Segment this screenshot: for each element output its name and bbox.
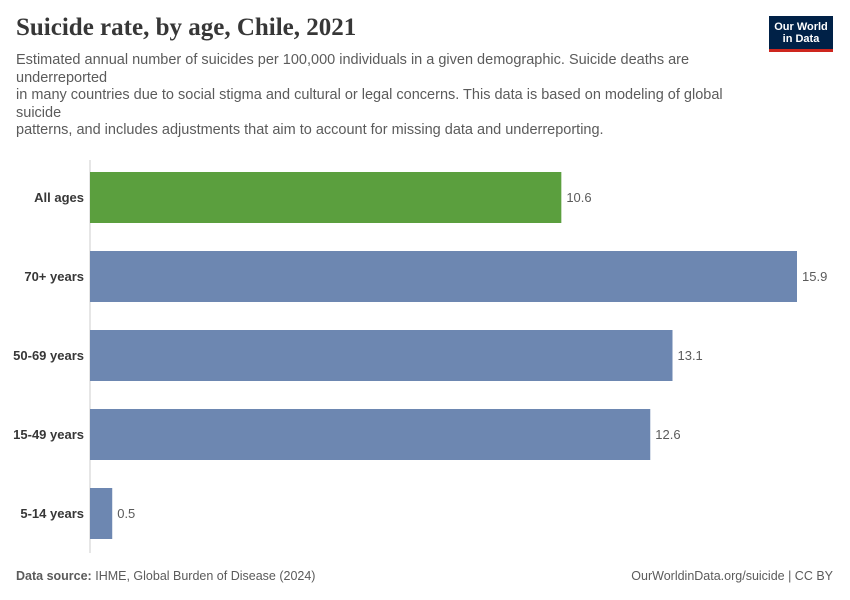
category-label: 5-14 years xyxy=(20,506,84,521)
value-label: 15.9 xyxy=(802,269,827,284)
category-label: 50-69 years xyxy=(13,348,84,363)
bar-5-14-years[interactable] xyxy=(90,488,113,539)
logo-line: in Data xyxy=(782,33,820,45)
category-label: 70+ years xyxy=(24,269,84,284)
category-label: All ages xyxy=(34,190,84,205)
subtitle-line: patterns, and includes adjustments that … xyxy=(16,122,604,139)
data-source: Data source: IHME, Global Burden of Dise… xyxy=(16,569,315,583)
value-label: 13.1 xyxy=(677,348,702,363)
data-source-text: IHME, Global Burden of Disease (2024) xyxy=(95,569,316,583)
value-label: 0.5 xyxy=(117,506,135,521)
chart-subtitle: Estimated annual number of suicides per … xyxy=(16,52,736,140)
value-label: 10.6 xyxy=(566,190,591,205)
logo-line: Our World xyxy=(774,21,828,33)
subtitle-line: in many countries due to social stigma a… xyxy=(16,87,723,121)
subtitle-line: Estimated annual number of suicides per … xyxy=(16,52,690,86)
chart-title: Suicide rate, by age, Chile, 2021 xyxy=(16,14,357,41)
value-label: 12.6 xyxy=(655,427,680,442)
bar-50-69-years[interactable] xyxy=(90,330,673,381)
owid-logo[interactable]: Our World in Data xyxy=(769,16,833,52)
category-label: 15-49 years xyxy=(13,427,84,442)
bar-70-years[interactable] xyxy=(90,251,797,302)
bar-15-49-years[interactable] xyxy=(90,409,651,460)
data-source-label: Data source: xyxy=(16,569,92,583)
bar-all-ages[interactable] xyxy=(90,172,562,223)
credit-link[interactable]: OurWorldinData.org/suicide | CC BY xyxy=(631,569,833,583)
